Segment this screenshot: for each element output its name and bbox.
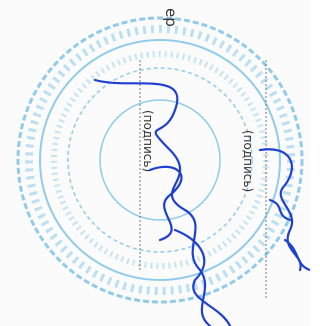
page: ер (подпись) (подпись) (() => { const da…: [0, 0, 320, 326]
document-fragment: ер (подпись) (подпись): [0, 0, 310, 326]
header-fragment: ер: [162, 8, 180, 27]
signature-caption: (подпись): [241, 130, 255, 192]
signature-caption: (подпись): [141, 110, 155, 172]
